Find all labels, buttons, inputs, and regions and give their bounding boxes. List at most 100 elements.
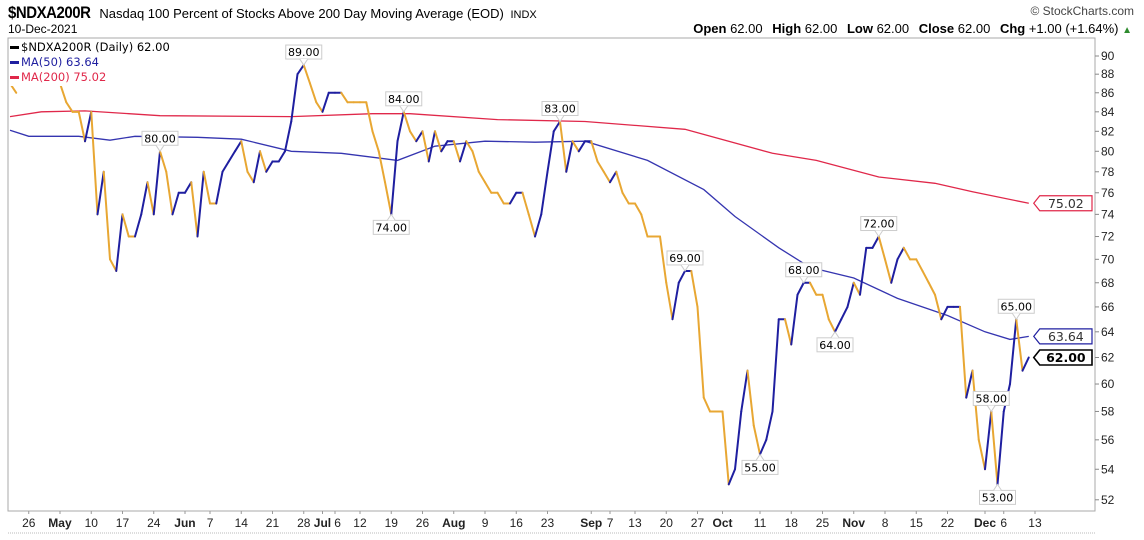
price-tag-text: 63.64 <box>1048 329 1084 344</box>
annotation-label: 84.00 <box>385 91 423 113</box>
y-tick-label: 56 <box>1101 433 1115 447</box>
x-tick-label: 10 <box>85 516 99 530</box>
price-segment <box>609 170 618 184</box>
price-segment <box>259 150 268 173</box>
legend-label: MA(200) 75.02 <box>21 70 107 84</box>
legend-item-price[interactable]: $NDXA200R (Daily) 62.00 <box>10 40 170 55</box>
price-segment <box>752 424 761 456</box>
price-segment <box>590 140 599 163</box>
annotation-pointer <box>399 105 409 113</box>
ma50-line <box>9 129 1029 341</box>
chart-title: $NDXA200R Nasdaq 100 Percent of Stocks A… <box>8 3 537 23</box>
price-segment <box>121 213 130 238</box>
price-segment <box>571 140 580 153</box>
price-segment <box>84 110 93 143</box>
price-segment <box>621 191 630 205</box>
annotation-label: 69.00 <box>666 250 704 272</box>
annotation-pointer <box>874 230 884 238</box>
price-segment <box>96 170 105 216</box>
copyright-link[interactable]: © StockCharts.com <box>1030 4 1134 18</box>
price-segment <box>202 170 211 205</box>
price-tag-text: 62.00 <box>1046 350 1086 365</box>
annotation-label: 65.00 <box>997 298 1035 321</box>
annotation-pointer <box>799 276 809 284</box>
annotation-label: 64.00 <box>816 330 854 353</box>
annotation-pointer <box>830 330 840 339</box>
annotation-pointer <box>1011 312 1021 321</box>
x-tick-label: 14 <box>235 516 249 530</box>
price-segment <box>265 160 274 173</box>
price-segment <box>109 258 118 272</box>
price-tag: 75.02 <box>1032 195 1093 212</box>
x-tick-label: 21 <box>266 516 280 530</box>
price-segment <box>696 305 705 399</box>
y-tick-label: 78 <box>1101 165 1115 179</box>
legend-item-ma200[interactable]: MA(200) 75.02 <box>10 70 170 85</box>
y-tick-label: 62 <box>1101 350 1115 364</box>
annotation-text: 64.00 <box>819 339 851 352</box>
price-segment <box>640 213 649 238</box>
price-line-group <box>9 64 1030 486</box>
annotation-pointer <box>680 264 690 272</box>
x-tick-label: 17 <box>116 516 130 530</box>
price-segment <box>615 170 624 194</box>
annotation-text: 89.00 <box>288 46 320 59</box>
x-tick-label: 13 <box>1028 516 1042 530</box>
x-axis: 26 May 10 17 24 Jun 7 14 21 28 Jul 6 12 19 26 Aug 9 16 23 S… <box>22 511 1042 530</box>
price-segment <box>165 170 174 216</box>
price-tag-text: 75.02 <box>1048 196 1084 211</box>
high-value: 62.00 <box>804 21 838 36</box>
legend-item-ma50[interactable]: MA(50) 63.64 <box>10 55 170 70</box>
price-segment <box>796 281 805 296</box>
y-tick-label: 80 <box>1101 144 1115 158</box>
price-segment <box>827 318 836 333</box>
price-segment <box>834 318 843 333</box>
y-tick-label: 82 <box>1101 124 1115 138</box>
y-axis: 52 54 56 58 60 62 64 66 68 70 72 74 76 78 80 82 84 86 88 90 <box>1095 49 1115 507</box>
x-tick-label: 18 <box>785 516 799 530</box>
price-segment <box>690 269 699 308</box>
price-segment <box>734 410 743 471</box>
price-segment <box>377 150 386 184</box>
legend-swatch <box>10 46 19 49</box>
x-tick-label: 26 <box>22 516 36 530</box>
price-segment <box>396 110 405 143</box>
price-segment <box>790 293 799 346</box>
annotation-pointer <box>986 405 996 413</box>
price-segment <box>77 110 86 143</box>
x-tick-label: 20 <box>660 516 674 530</box>
annotation-text: 72.00 <box>863 218 895 231</box>
price-segment <box>984 410 993 471</box>
x-tick-label: 22 <box>941 516 955 530</box>
x-tick-label: Oct <box>713 516 733 530</box>
price-segment <box>509 191 518 205</box>
price-segment <box>565 140 574 173</box>
price-segment <box>409 130 418 143</box>
price-segment <box>1015 318 1024 372</box>
price-segment <box>452 140 461 163</box>
annotation-pointer <box>555 115 565 123</box>
price-segment <box>296 64 305 76</box>
price-segment <box>671 281 680 321</box>
price-tag-box <box>1032 195 1093 212</box>
open-value: 62.00 <box>730 21 763 36</box>
x-tick-label: 25 <box>816 516 830 530</box>
annotation-label: 58.00 <box>972 390 1010 413</box>
price-segment <box>65 101 74 113</box>
annotation-text: 58.00 <box>976 392 1008 405</box>
annotation-pointer <box>299 58 309 66</box>
y-tick-label: 70 <box>1101 252 1115 266</box>
x-tick-label: 11 <box>754 516 767 530</box>
price-segment <box>990 410 999 486</box>
x-tick-label: 24 <box>147 516 161 530</box>
price-segment <box>159 150 168 173</box>
price-segment <box>302 64 311 85</box>
x-tick-label: May <box>48 516 72 530</box>
chart-date: 10-Dec-2021 <box>8 22 78 36</box>
price-segment <box>146 181 155 216</box>
x-tick-label: 28 <box>297 516 311 530</box>
price-segment <box>440 140 449 153</box>
x-tick-label: 6 <box>334 516 341 530</box>
price-segment <box>884 258 893 284</box>
